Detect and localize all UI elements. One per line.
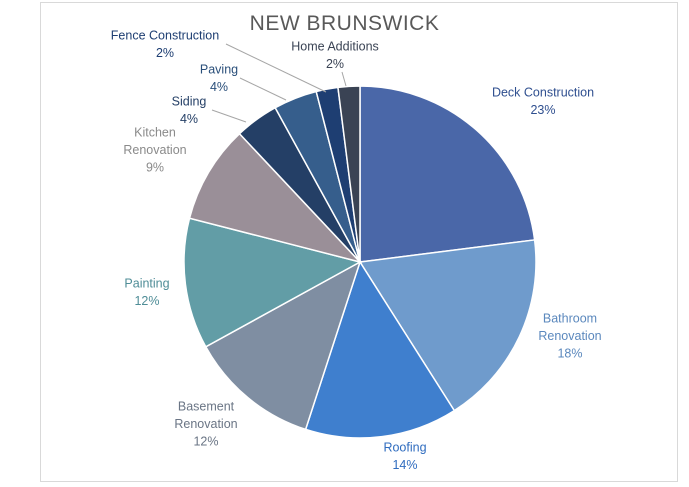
slice-percent: 9% <box>146 161 164 175</box>
leader-line-6 <box>211 109 247 123</box>
slice-name: Roofing <box>383 440 426 454</box>
slice-percent: 4% <box>210 80 228 94</box>
slice-label-2: Roofing 14% <box>383 440 426 472</box>
slice-percent: 23% <box>530 103 555 117</box>
leader-line-8 <box>225 43 327 93</box>
pie-slice-0 <box>359 85 536 263</box>
slice-label-1: Bathroom Renovation 18% <box>538 312 601 361</box>
slice-name: Painting <box>124 276 169 290</box>
slice-name: Home Additions <box>291 39 379 53</box>
slice-label-7: Paving 4% <box>200 62 238 94</box>
pie-slice-4 <box>183 217 363 348</box>
slice-name: Renovation <box>174 417 237 431</box>
slice-percent: 2% <box>156 46 174 60</box>
slice-name: Paving <box>200 62 238 76</box>
slice-label-0: Deck Construction 23% <box>492 85 594 117</box>
slice-name: Siding <box>172 94 207 108</box>
slice-name: Bathroom <box>543 312 597 326</box>
slice-name: Deck Construction <box>492 85 594 99</box>
slice-label-8: Fence Construction 2% <box>111 28 219 60</box>
slice-name: Renovation <box>538 329 601 343</box>
slice-name: Kitchen <box>134 126 176 140</box>
slice-label-6: Siding 4% <box>172 94 207 126</box>
slice-percent: 12% <box>134 294 159 308</box>
slice-name: Renovation <box>123 143 186 157</box>
slice-percent: 12% <box>193 435 218 449</box>
slice-name: Fence Construction <box>111 28 219 42</box>
slice-percent: 18% <box>557 347 582 361</box>
leader-line-9 <box>341 71 347 87</box>
leader-line-7 <box>239 77 287 101</box>
slice-label-4: Painting 12% <box>124 276 169 308</box>
pie-slice-1 <box>358 239 537 412</box>
slice-label-3: Basement Renovation 12% <box>174 400 237 449</box>
slice-percent: 4% <box>180 112 198 126</box>
slice-percent: 14% <box>392 458 417 472</box>
pie-slice-9 <box>337 85 361 263</box>
slice-percent: 2% <box>326 57 344 71</box>
slice-label-5: Kitchen Renovation 9% <box>123 126 186 175</box>
pie-slice-2 <box>304 260 456 439</box>
slice-label-9: Home Additions 2% <box>291 39 379 71</box>
pie-slice-3 <box>204 260 362 431</box>
pie-slice-5 <box>188 132 363 264</box>
chart-title: NEW BRUNSWICK <box>249 12 440 35</box>
slice-name: Basement <box>178 400 235 414</box>
